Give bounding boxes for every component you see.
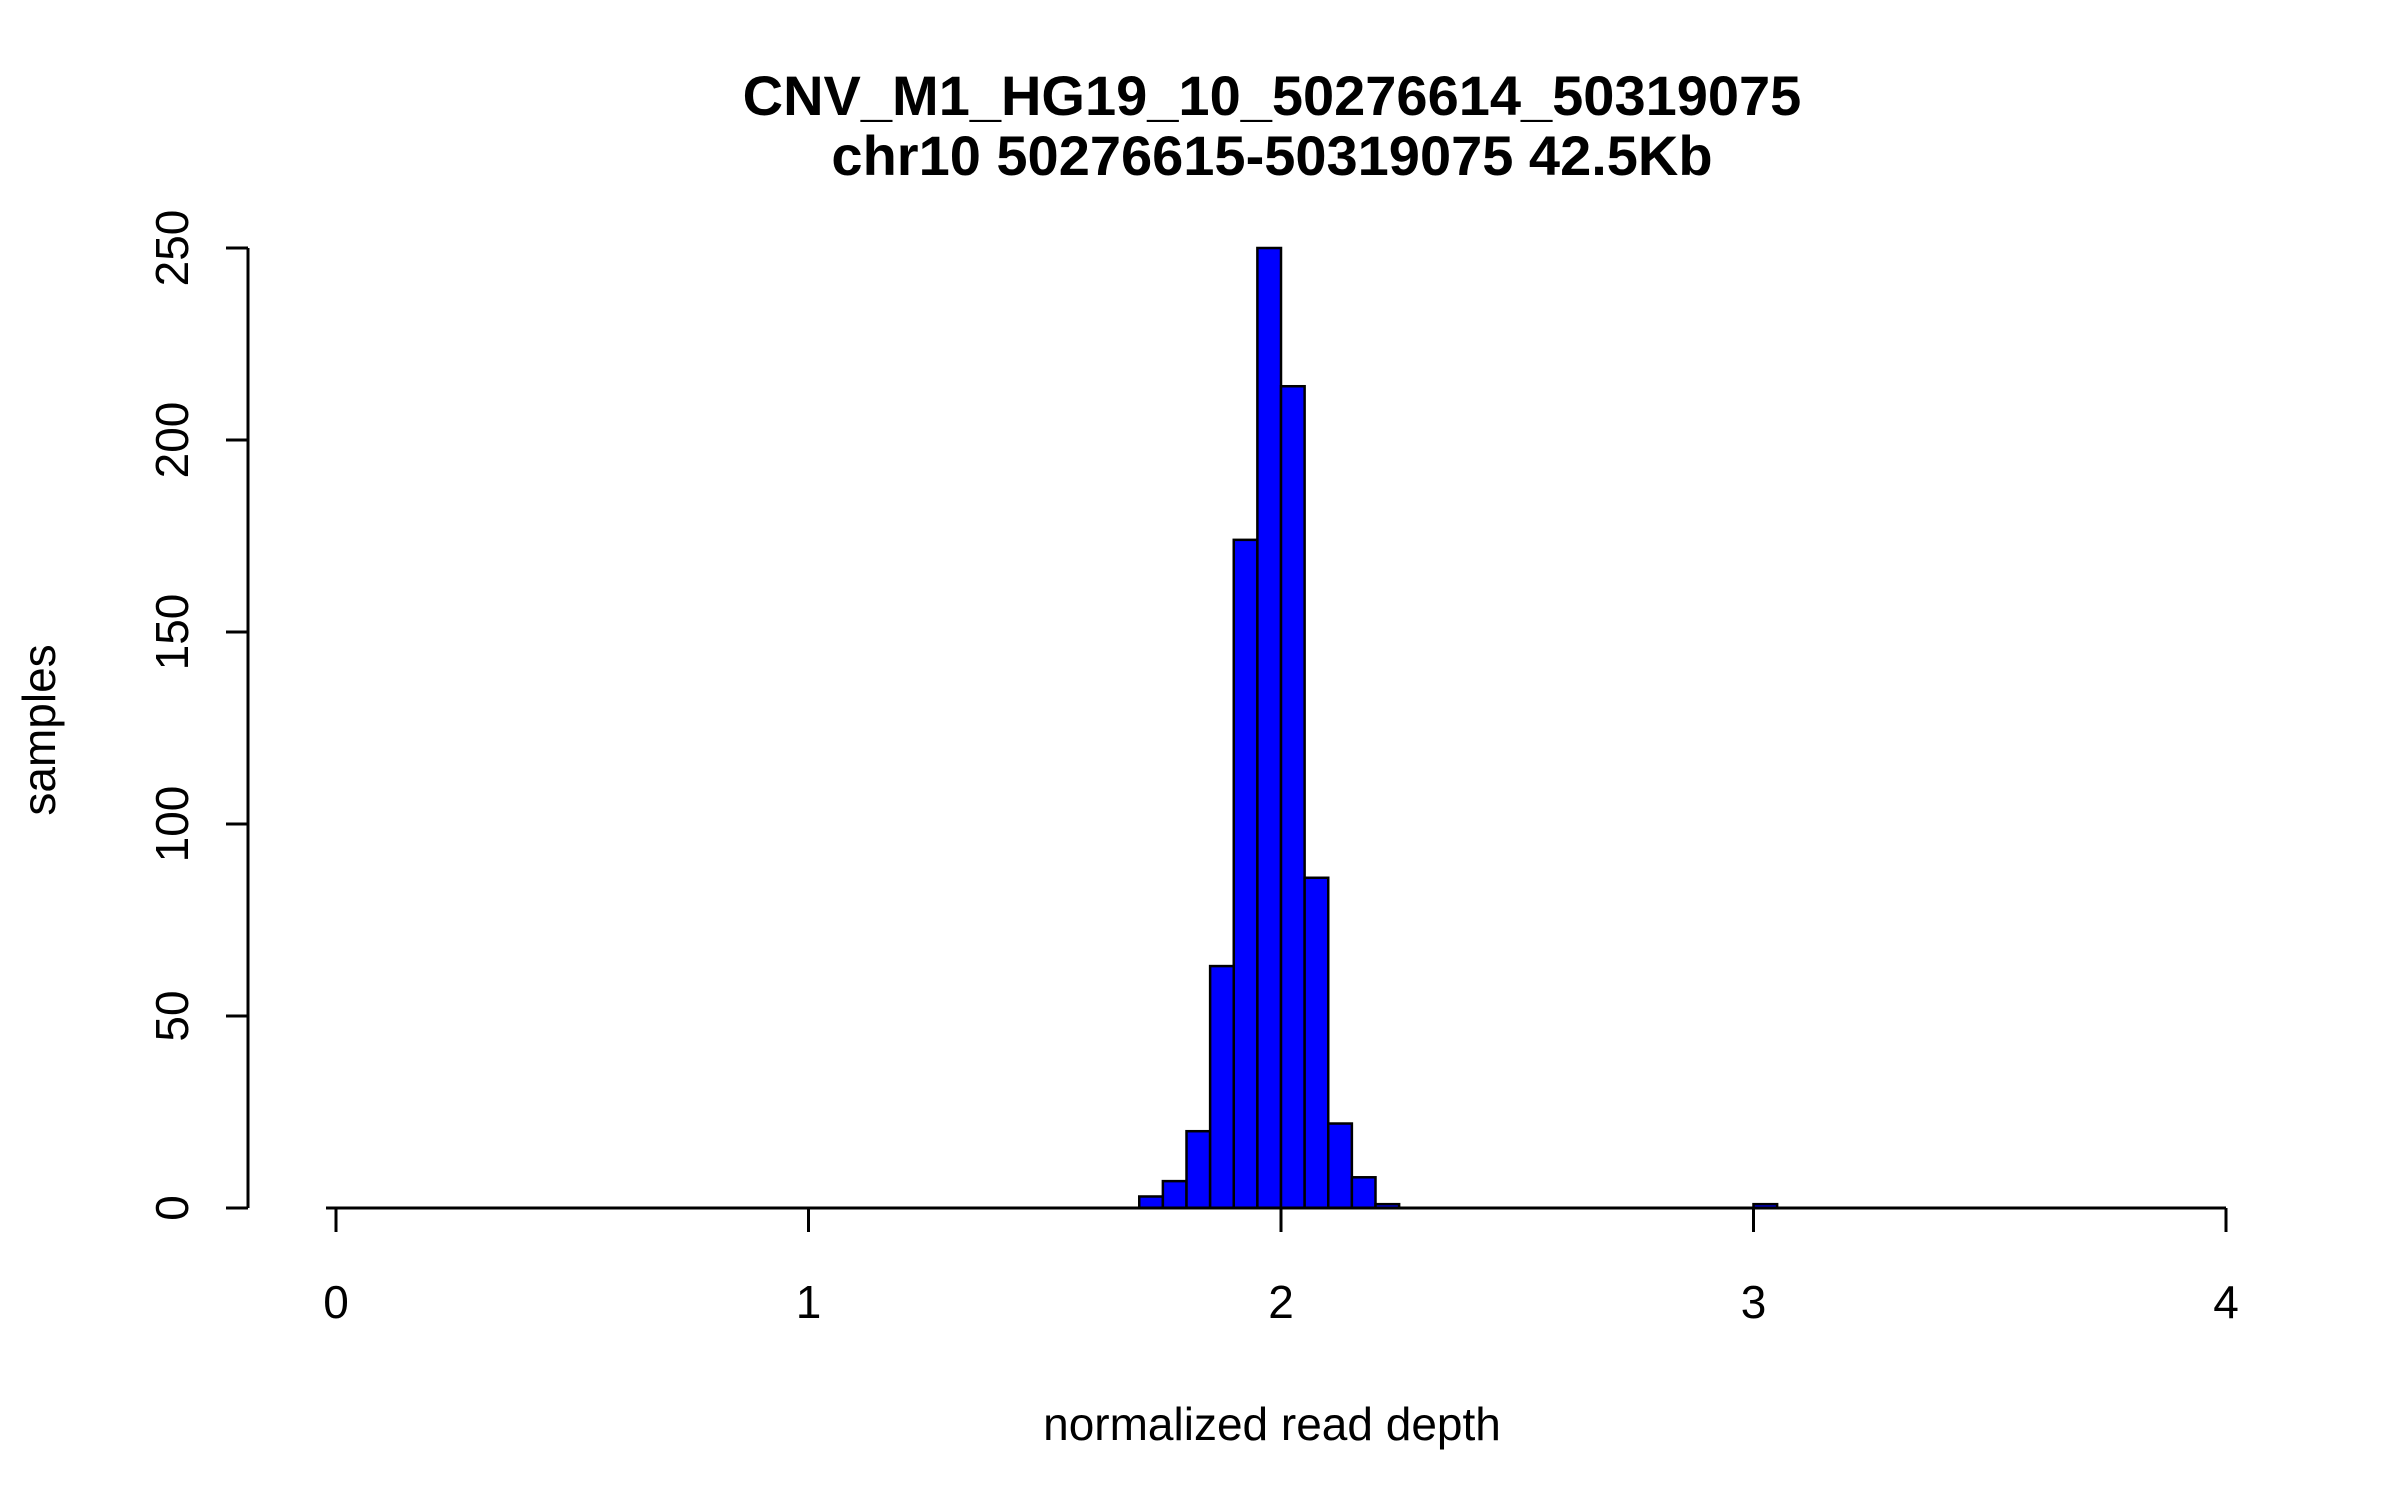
chart-subtitle: chr10 50276615-50319075 42.5Kb — [831, 124, 1712, 187]
x-tick-label-2: 2 — [1268, 1276, 1294, 1328]
y-tick-label-0: 0 — [146, 1195, 198, 1221]
histogram-bar-4 — [1232, 538, 1259, 1210]
y-axis: 0 50 100 150 200 250 — [146, 210, 250, 1221]
x-tick-label-3: 3 — [1741, 1276, 1767, 1328]
x-tick-label-0: 0 — [323, 1276, 349, 1328]
y-tick-label-250: 250 — [146, 210, 198, 287]
y-tick-label-200: 200 — [146, 402, 198, 479]
histogram-bar-0 — [1138, 1195, 1165, 1210]
chart-title: CNV_M1_HG19_10_50276614_50319075 — [743, 64, 1802, 127]
y-tick-label-50: 50 — [146, 990, 198, 1041]
histogram-bar-8 — [1327, 1122, 1354, 1210]
y-tick-label-150: 150 — [146, 594, 198, 671]
histogram-bars — [1138, 246, 1779, 1210]
histogram-bar-2 — [1185, 1129, 1212, 1210]
histogram-bar-9 — [1350, 1176, 1377, 1210]
histogram-bar-7 — [1303, 876, 1330, 1210]
histogram-bar-6 — [1279, 384, 1306, 1210]
y-axis-label: samples — [13, 644, 65, 815]
x-axis-label: normalized read depth — [1043, 1398, 1501, 1450]
x-tick-label-1: 1 — [796, 1276, 822, 1328]
histogram-bar-5 — [1256, 246, 1283, 1210]
x-tick-label-4: 4 — [2213, 1276, 2239, 1328]
y-tick-label-100: 100 — [146, 786, 198, 863]
x-axis: 0 1 2 3 4 — [323, 1206, 2239, 1328]
histogram-bar-1 — [1161, 1179, 1188, 1210]
histogram-bar-3 — [1208, 964, 1235, 1210]
